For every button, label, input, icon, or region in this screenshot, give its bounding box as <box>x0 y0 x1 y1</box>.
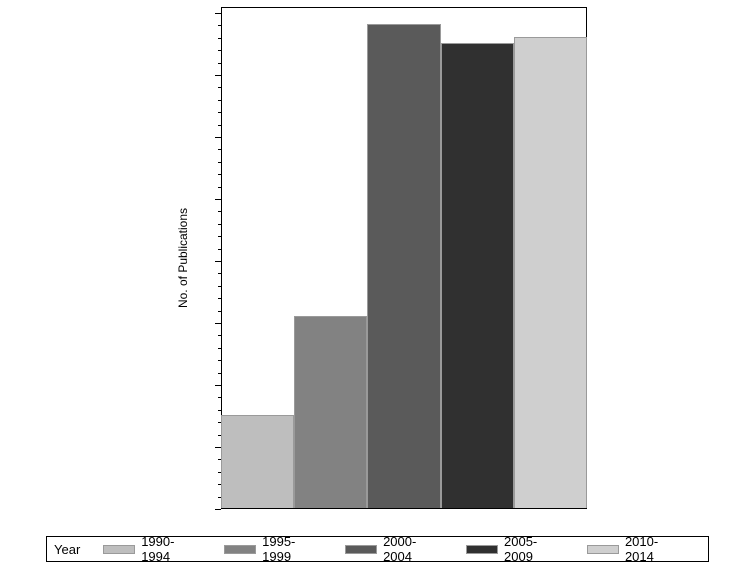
legend-label: 2000-2004 <box>383 534 417 564</box>
y-major-tick <box>215 13 221 14</box>
y-minor-tick <box>218 187 221 188</box>
legend-item: 2000-2004 <box>345 534 445 564</box>
y-major-tick <box>215 323 221 324</box>
y-major-tick <box>215 447 221 448</box>
y-minor-tick <box>218 348 221 349</box>
y-minor-tick <box>218 38 221 39</box>
y-minor-tick <box>218 459 221 460</box>
bar-2000-2004 <box>367 24 441 508</box>
y-major-tick <box>215 75 221 76</box>
legend-item: 1990-1994 <box>103 534 203 564</box>
y-minor-tick <box>218 397 221 398</box>
y-minor-tick <box>218 174 221 175</box>
legend-label: 1995-1999 <box>262 534 296 564</box>
y-minor-tick <box>218 373 221 374</box>
y-minor-tick <box>218 224 221 225</box>
y-minor-tick <box>218 435 221 436</box>
y-minor-tick <box>218 286 221 287</box>
bar-1995-1999 <box>294 315 368 508</box>
y-minor-tick <box>218 273 221 274</box>
legend-swatch <box>587 544 619 554</box>
legend-item: 2005-2009 <box>466 534 566 564</box>
bar-1990-1994 <box>221 415 295 508</box>
plot-area <box>221 7 587 509</box>
y-minor-tick <box>218 249 221 250</box>
y-major-tick <box>215 509 221 510</box>
y-minor-tick <box>218 63 221 64</box>
y-minor-tick <box>218 50 221 51</box>
y-minor-tick <box>218 149 221 150</box>
y-minor-tick <box>218 25 221 26</box>
y-major-tick <box>215 261 221 262</box>
y-minor-tick <box>218 162 221 163</box>
legend: Year 1990-1994 1995-1999 2000-2004 2005-200… <box>46 534 709 564</box>
legend-item: 1995-1999 <box>224 534 324 564</box>
y-minor-tick <box>218 87 221 88</box>
y-minor-tick <box>218 211 221 212</box>
legend-swatch <box>345 544 378 554</box>
y-major-tick <box>215 137 221 138</box>
y-minor-tick <box>218 112 221 113</box>
y-minor-tick <box>218 236 221 237</box>
legend-label: 2010-2014 <box>624 534 659 564</box>
legend-title: Year <box>54 541 81 557</box>
legend-label: 2005-2009 <box>504 534 538 564</box>
legend-swatch <box>103 544 136 554</box>
y-minor-tick <box>218 410 221 411</box>
y-axis-label: No. of Publications <box>176 207 190 309</box>
y-minor-tick <box>218 311 221 312</box>
y-axis: 01020304050607080 <box>0 0 221 567</box>
y-minor-tick <box>218 497 221 498</box>
y-major-tick <box>215 199 221 200</box>
y-minor-tick <box>218 298 221 299</box>
y-minor-tick <box>218 125 221 126</box>
y-minor-tick <box>218 360 221 361</box>
bar-2005-2009 <box>440 43 514 508</box>
legend-swatch <box>224 544 257 554</box>
y-minor-tick <box>218 422 221 423</box>
bar-2010-2014 <box>513 36 587 508</box>
y-minor-tick <box>218 484 221 485</box>
y-minor-tick <box>218 100 221 101</box>
y-major-tick <box>215 385 221 386</box>
legend-item: 2010-2014 <box>587 534 687 564</box>
y-minor-tick <box>218 472 221 473</box>
legend-label: 1990-1994 <box>141 534 175 564</box>
y-minor-tick <box>218 335 221 336</box>
legend-swatch <box>466 544 499 554</box>
